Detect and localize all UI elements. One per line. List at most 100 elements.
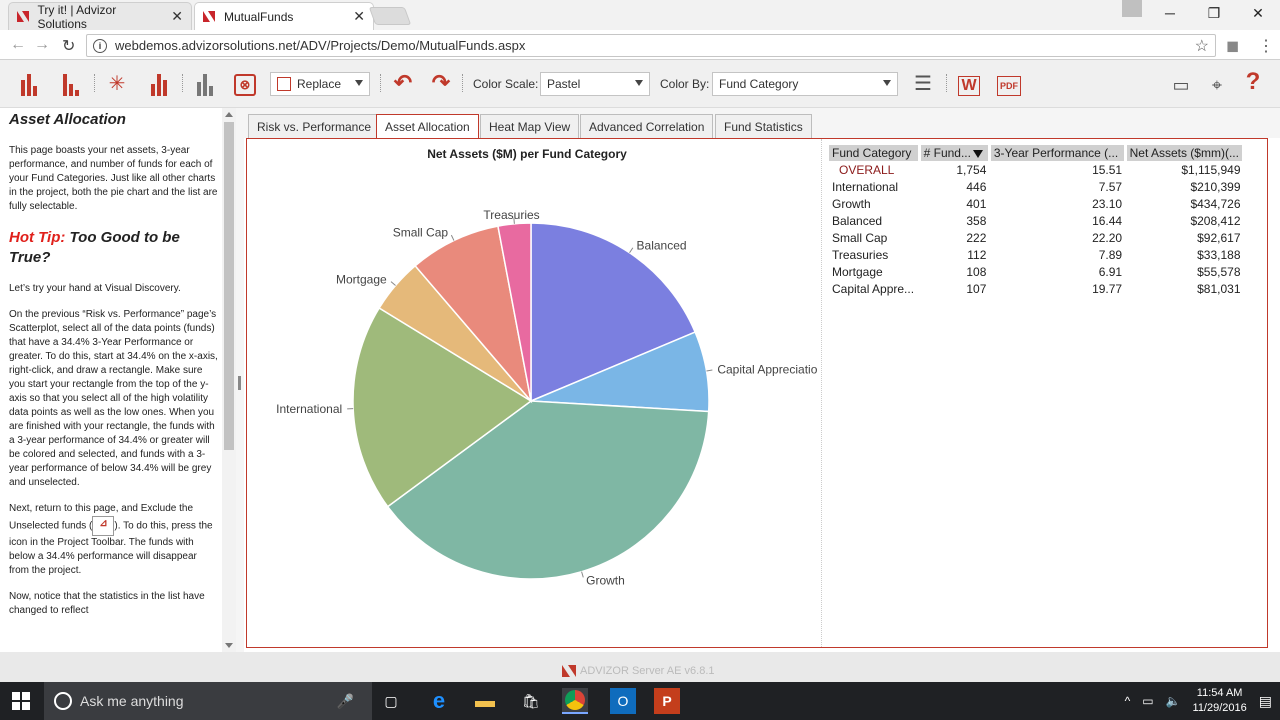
table-cell: 108 xyxy=(966,264,987,279)
scroll-down-icon[interactable] xyxy=(225,643,233,648)
minimize-icon[interactable]: ─ xyxy=(1165,5,1175,21)
network-icon[interactable]: ▭ xyxy=(1142,694,1154,708)
column-header-fund-category[interactable]: Fund Category xyxy=(829,145,921,161)
table-cell: 358 xyxy=(966,213,987,228)
tab-asset-allocation[interactable]: Asset Allocation xyxy=(376,114,479,138)
new-tab-button[interactable] xyxy=(368,7,412,25)
info-icon[interactable]: i xyxy=(93,38,107,53)
forward-arrow-icon[interactable]: → xyxy=(34,36,50,53)
bar-chart-icon[interactable] xyxy=(16,70,42,96)
pdf-export-icon[interactable]: PDF xyxy=(996,70,1022,96)
paragraph-4: Now, notice that the statistics in the l… xyxy=(9,591,205,616)
exclude-unselected-icon[interactable]: ⊗ xyxy=(232,70,258,96)
column-header-net-assets[interactable]: Net Assets ($mm)(... xyxy=(1125,145,1246,161)
task-view-icon[interactable]: ▢ xyxy=(384,692,398,709)
table-cell: International xyxy=(832,179,899,194)
window-close-icon[interactable]: ✕ xyxy=(1252,4,1264,21)
map-pin-icon[interactable]: ⌖ xyxy=(1211,75,1223,95)
microphone-icon[interactable]: 🎤 xyxy=(336,692,354,709)
pie-leader-line xyxy=(629,247,634,254)
pie-slice-label: Balanced xyxy=(637,238,687,252)
powerpoint-icon[interactable]: P xyxy=(654,688,680,714)
explode-icon[interactable]: ✳ xyxy=(108,73,126,95)
table-row[interactable]: Balanced 358 16.44 $208,412 xyxy=(829,212,1244,229)
scroll-up-icon[interactable] xyxy=(225,112,233,117)
comment-icon[interactable]: ▭ xyxy=(1172,75,1190,95)
grey-bar-chart-icon[interactable] xyxy=(192,70,218,96)
pie-slice[interactable] xyxy=(414,225,533,404)
app-footer: ADVIZOR Server AE v6.8.1 xyxy=(0,652,1280,682)
url-text: webdemos.advizorsolutions.net/ADV/Projec… xyxy=(115,38,526,53)
cortana-search[interactable]: Ask me anything 🎤 xyxy=(44,682,372,720)
table-cell: $208,412 xyxy=(1190,213,1241,228)
clock[interactable]: 11:54 AM 11/29/2016 xyxy=(1193,686,1247,716)
menu-icon[interactable]: ⋮ xyxy=(1258,38,1274,55)
tab-advanced-correlation[interactable]: Advanced Correlation xyxy=(580,114,714,138)
browser-tab-advizor[interactable]: Try it! | Advizor Solutions ✕ xyxy=(8,2,192,31)
table-cell: $92,617 xyxy=(1197,230,1241,245)
edge-icon[interactable]: e xyxy=(432,688,446,713)
store-icon[interactable]: 🛍 xyxy=(522,692,540,709)
color-scale-dropdown[interactable]: Pastel xyxy=(540,72,650,96)
panel-scrollbar[interactable] xyxy=(222,108,236,652)
close-icon[interactable]: ✕ xyxy=(353,8,365,24)
pie-slice-label: Treasuries xyxy=(483,208,539,222)
volume-icon[interactable]: 🔈 xyxy=(1165,694,1181,708)
hot-tip-label: Hot Tip: xyxy=(9,229,66,246)
paragraph-1: Let’s try your hand at Visual Discovery. xyxy=(9,283,181,294)
table-row[interactable]: Treasuries 112 7.89 $33,188 xyxy=(829,246,1244,263)
sorted-bar-icon[interactable] xyxy=(58,70,84,96)
table-cell: 401 xyxy=(966,196,987,211)
pie-leader-line xyxy=(581,571,584,578)
panel-title: Asset Allocation xyxy=(9,111,126,128)
extension-icon[interactable]: ◼ xyxy=(1226,38,1240,55)
restore-icon[interactable]: ❐ xyxy=(1207,4,1221,21)
table-cell: 19.77 xyxy=(1092,281,1123,296)
table-row[interactable]: Small Cap 222 22.20 $92,617 xyxy=(829,229,1244,246)
chrome-icon[interactable] xyxy=(562,688,588,714)
table-cell: 446 xyxy=(966,179,987,194)
chevron-down-icon xyxy=(355,80,363,86)
user-profile-icon[interactable] xyxy=(1122,0,1142,17)
table-cell: Balanced xyxy=(832,213,883,228)
sort-descending-icon xyxy=(972,149,983,158)
fund-category-table[interactable]: Fund Category # Fund... 3-Year Performan… xyxy=(829,145,1246,297)
help-icon[interactable]: ? xyxy=(1245,68,1261,95)
table-row[interactable]: International 446 7.57 $210,399 xyxy=(829,178,1244,195)
scroll-thumb[interactable] xyxy=(224,122,234,450)
word-export-icon[interactable]: W xyxy=(956,70,982,96)
replace-dropdown[interactable]: Replace xyxy=(270,72,370,96)
pie-slice[interactable] xyxy=(530,222,697,403)
chevron-up-icon[interactable]: ^ xyxy=(1124,694,1131,708)
tab-heat-map-view[interactable]: Heat Map View xyxy=(480,114,580,138)
notifications-icon[interactable]: ▤ xyxy=(1258,692,1272,709)
reload-icon[interactable]: ↻ xyxy=(62,38,76,55)
undo-icon[interactable]: ↶ xyxy=(393,70,413,95)
column-header-fund-count[interactable]: # Fund... xyxy=(919,145,991,161)
pie-slice-label: International xyxy=(276,402,342,416)
table-row[interactable]: Mortgage 108 6.91 $55,578 xyxy=(829,263,1244,280)
column-chart-icon[interactable] xyxy=(146,70,172,96)
color-by-dropdown[interactable]: Fund Category xyxy=(712,72,898,96)
browser-tab-title: Try it! | Advizor Solutions xyxy=(37,2,117,31)
pie-slice[interactable] xyxy=(352,306,533,508)
redo-icon[interactable]: ↷ xyxy=(431,70,451,95)
panel-splitter[interactable] xyxy=(236,108,244,652)
close-icon[interactable]: ✕ xyxy=(171,8,183,24)
table-row[interactable]: Capital Appre... 107 19.77 $81,031 xyxy=(829,280,1244,297)
table-row[interactable]: Growth 401 23.10 $434,726 xyxy=(829,195,1244,212)
column-header-performance[interactable]: 3-Year Performance (... xyxy=(989,145,1127,161)
tab-risk-vs-performance[interactable]: Risk vs. Performance xyxy=(248,114,381,138)
bookmark-star-icon[interactable]: ☆ xyxy=(1194,38,1209,55)
table-row[interactable]: OVERALL 1,754 15.51 $1,115,949 xyxy=(829,161,1244,178)
list-legend-icon[interactable]: ☰ xyxy=(914,73,932,95)
outlook-icon[interactable]: O xyxy=(610,688,636,714)
windows-start-icon[interactable] xyxy=(12,692,30,710)
color-by-label: Color By: xyxy=(660,77,710,91)
back-arrow-icon[interactable]: ← xyxy=(10,36,26,53)
browser-tab-mutualfunds[interactable]: MutualFunds ✕ xyxy=(194,2,374,30)
url-field[interactable]: i webdemos.advizorsolutions.net/ADV/Proj… xyxy=(86,34,1216,57)
tab-fund-statistics[interactable]: Fund Statistics xyxy=(715,114,812,138)
pie-chart[interactable]: Balanced Capital Appreciatio Growth Interna… xyxy=(247,139,817,639)
file-explorer-icon[interactable]: ▬ xyxy=(475,689,495,712)
